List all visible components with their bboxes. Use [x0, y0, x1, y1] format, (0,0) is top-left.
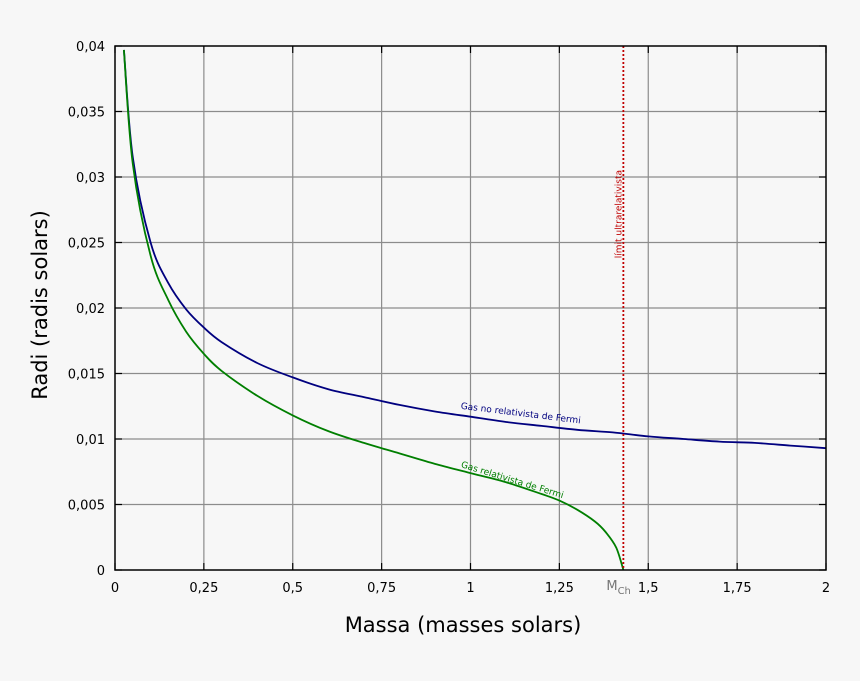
x-tick-label: 2 [822, 581, 830, 596]
mch-label: MCh [606, 579, 631, 597]
y-tick-labels: 0 0,005 0,01 0,015 0,02 0,025 0,03 0,035 0,04 [68, 40, 105, 579]
x-tick-label: 1,5 [638, 581, 659, 596]
series-layer: Gas no relativista de Fermi Gas relativis… [123, 49, 827, 571]
x-tick-label: 0,5 [282, 581, 303, 596]
x-tick-label: 1,25 [545, 581, 574, 596]
x-tick-labels: 0 0,25 0,5 0,75 1 1,25 1,5 1,75 2 [111, 581, 830, 596]
x-tick-label: 0,75 [367, 581, 396, 596]
x-axis-title: Massa (masses solars) [345, 613, 582, 637]
x-tick-label: 0,25 [189, 581, 218, 596]
y-tick-label: 0,015 [68, 368, 105, 383]
ticks [114, 45, 827, 571]
y-axis-title: Radi (radis solars) [28, 210, 52, 400]
y-tick-label: 0,02 [76, 302, 105, 317]
annotation-layer: límit ultrarelativista MCh [606, 46, 631, 597]
series-line [123, 49, 827, 450]
y-tick-label: 0,005 [68, 499, 105, 514]
grid [115, 46, 826, 570]
y-tick-label: 0,01 [76, 433, 105, 448]
y-tick-label: 0,03 [76, 171, 105, 186]
y-tick-label: 0,035 [68, 106, 105, 121]
y-tick-label: 0,025 [68, 237, 105, 252]
series-line [123, 49, 625, 571]
series-label: Gas no relativista de Fermi [460, 402, 581, 427]
x-tick-label: 0 [111, 581, 119, 596]
limit-label: límit ultrarelativista [614, 170, 624, 258]
y-tick-label: 0,04 [76, 40, 105, 55]
y-tick-label: 0 [97, 564, 105, 579]
x-tick-label: 1,75 [723, 581, 752, 596]
x-tick-label: 1 [466, 581, 474, 596]
series-label: Gas relativista de Fermi [460, 460, 565, 501]
